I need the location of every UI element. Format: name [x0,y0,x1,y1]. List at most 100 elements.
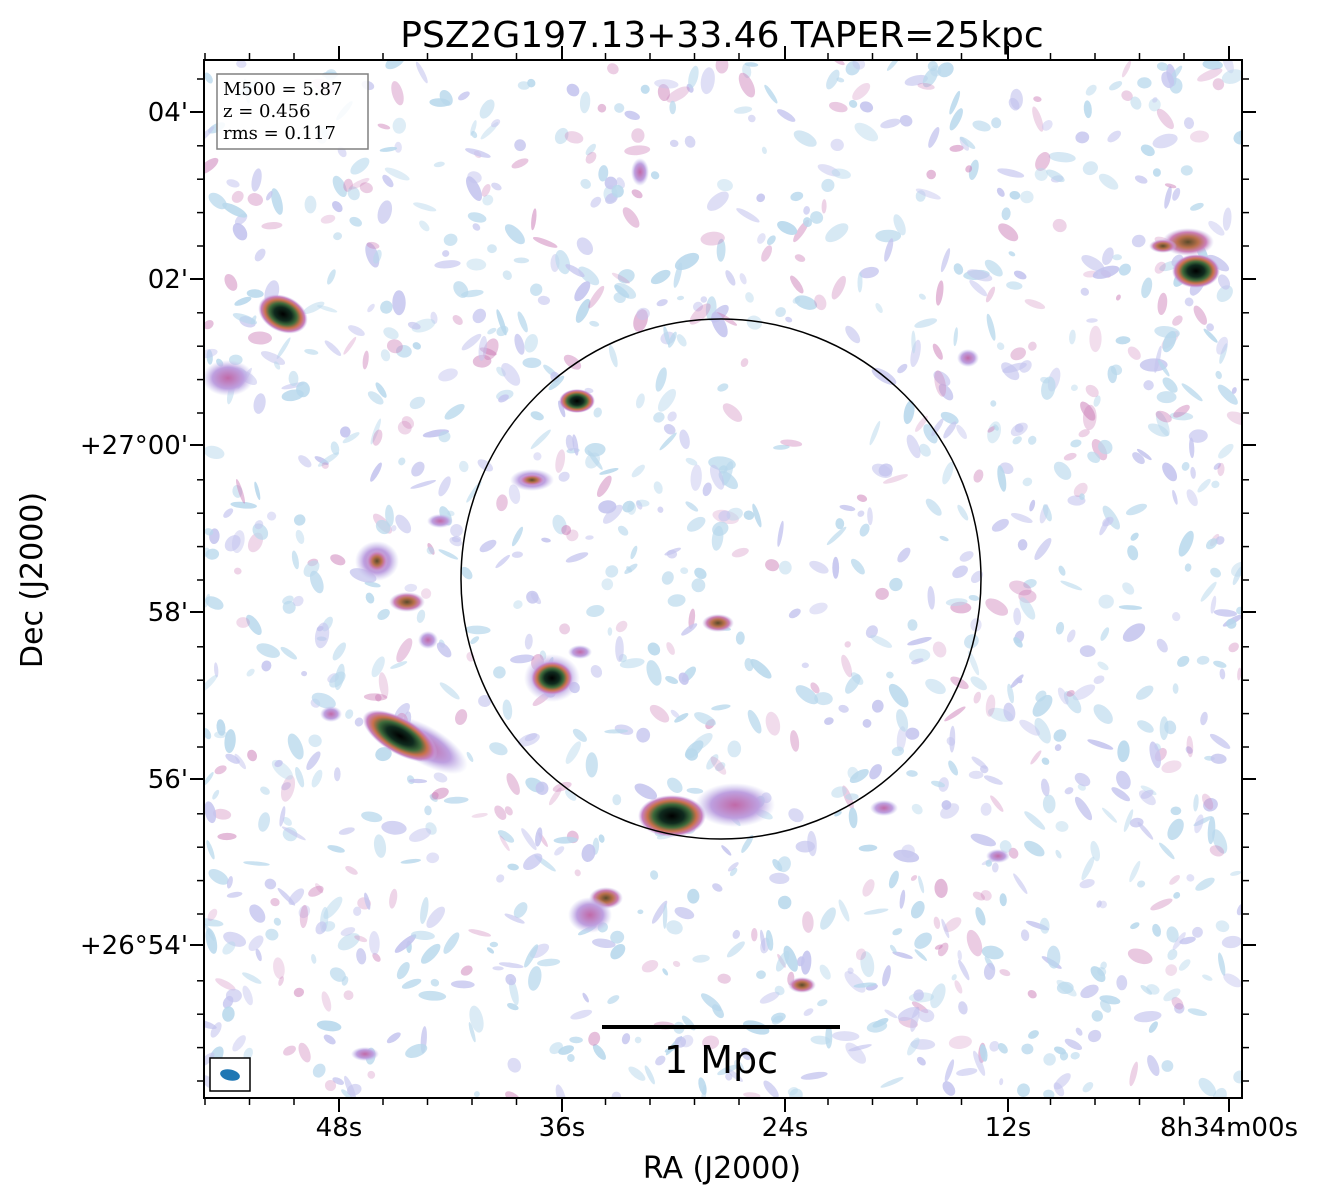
noise-blob [1020,929,1030,942]
noise-blob [1149,741,1161,769]
noise-blob [1172,489,1178,505]
noise-blob [1141,277,1153,299]
noise-blob [748,114,756,123]
radio-source [389,592,425,612]
noise-blob [739,273,747,285]
noise-blob [479,539,497,553]
noise-blob [1081,856,1095,881]
noise-blob [838,899,850,922]
noise-blob [1115,336,1131,345]
x-tick-labels: 48s 36s 24s 12s 8h34m00s [316,1113,1298,1143]
noise-blob [1171,996,1184,1010]
noise-blob [1079,878,1095,889]
noise-blob [1147,423,1169,437]
noise-blob [667,777,683,793]
noise-blob [1111,787,1131,802]
noise-blob [655,367,667,392]
noise-blob [517,311,528,333]
noise-blob [615,620,628,633]
noise-blob [915,415,928,432]
noise-blob [751,928,758,942]
noise-blob [1178,530,1194,557]
noise-blob [825,223,849,243]
noise-blob [611,1091,622,1098]
noise-blob [893,214,906,236]
noise-blob [1101,807,1118,823]
noise-blob [460,566,473,580]
noise-blob [438,549,459,560]
noise-blob [1013,270,1027,280]
noise-blob [925,678,946,695]
noise-blob [680,567,689,575]
noise-blob [889,944,897,954]
radio-source [258,294,308,334]
noise-blob [973,1050,986,1076]
noise-blob [1121,60,1132,78]
noise-blob [1017,1083,1030,1097]
noise-blob [729,867,738,877]
noise-blob [888,870,899,889]
noise-blob [650,269,671,285]
noise-blob [578,266,600,286]
noise-blob [694,712,716,726]
noise-blob [581,843,596,863]
noise-blob [845,674,861,694]
noise-blob [636,500,643,510]
noise-blob [204,918,224,927]
noise-blob [246,668,255,677]
noise-blob [996,342,1005,351]
noise-blob [897,1006,920,1022]
y-tick-labels: 04' 02' +27°00' 58' 56' +26°54' [80,98,188,961]
noise-blob [742,63,752,79]
tick-marks [190,46,1256,1112]
noise-blob [1003,702,1016,722]
noise-blob [271,188,283,215]
noise-blob [641,960,659,973]
noise-blob [1098,594,1114,609]
noise-blob [507,863,519,871]
noise-blob [673,262,683,288]
noise-blob [443,796,469,804]
noise-blob [1075,131,1090,144]
noise-blob [1019,719,1040,736]
noise-blob [621,1033,631,1045]
noise-blob [944,706,966,722]
x-axis-label: RA (J2000) [643,1151,801,1186]
noise-blob [342,432,360,444]
noise-blob [1169,412,1194,421]
info-mass: M500 = 5.87 [223,79,342,100]
noise-blob [473,1091,480,1098]
noise-blob [1215,536,1225,545]
noise-blob [1154,345,1162,374]
noise-blob [1193,794,1199,812]
noise-blob [461,333,482,351]
noise-blob [700,993,722,1012]
noise-blob [826,69,840,90]
noise-blob [1056,981,1074,995]
noise-blob [450,980,475,989]
noise-blob [389,888,398,909]
noise-blob [965,165,973,173]
noise-blob [511,551,523,558]
noise-blob [588,285,605,309]
noise-blob [1118,263,1131,276]
noise-blob [280,775,296,802]
radio-source [1172,254,1220,288]
noise-blob [803,1008,814,1016]
noise-blob [513,600,523,609]
noise-blob [1232,566,1242,586]
noise-blob [1134,175,1148,184]
noise-blob [732,929,741,939]
noise-blob [380,349,391,362]
noise-blob [235,479,246,504]
noise-blob [852,83,871,101]
noise-blob [1181,383,1203,402]
noise-blob [794,254,806,262]
noise-blob [1137,77,1152,89]
noise-blob [790,191,804,202]
noise-blob [1058,565,1066,576]
noise-blob [212,789,220,800]
noise-blob [426,906,446,929]
noise-blob [666,920,683,935]
noise-blob [883,474,908,484]
